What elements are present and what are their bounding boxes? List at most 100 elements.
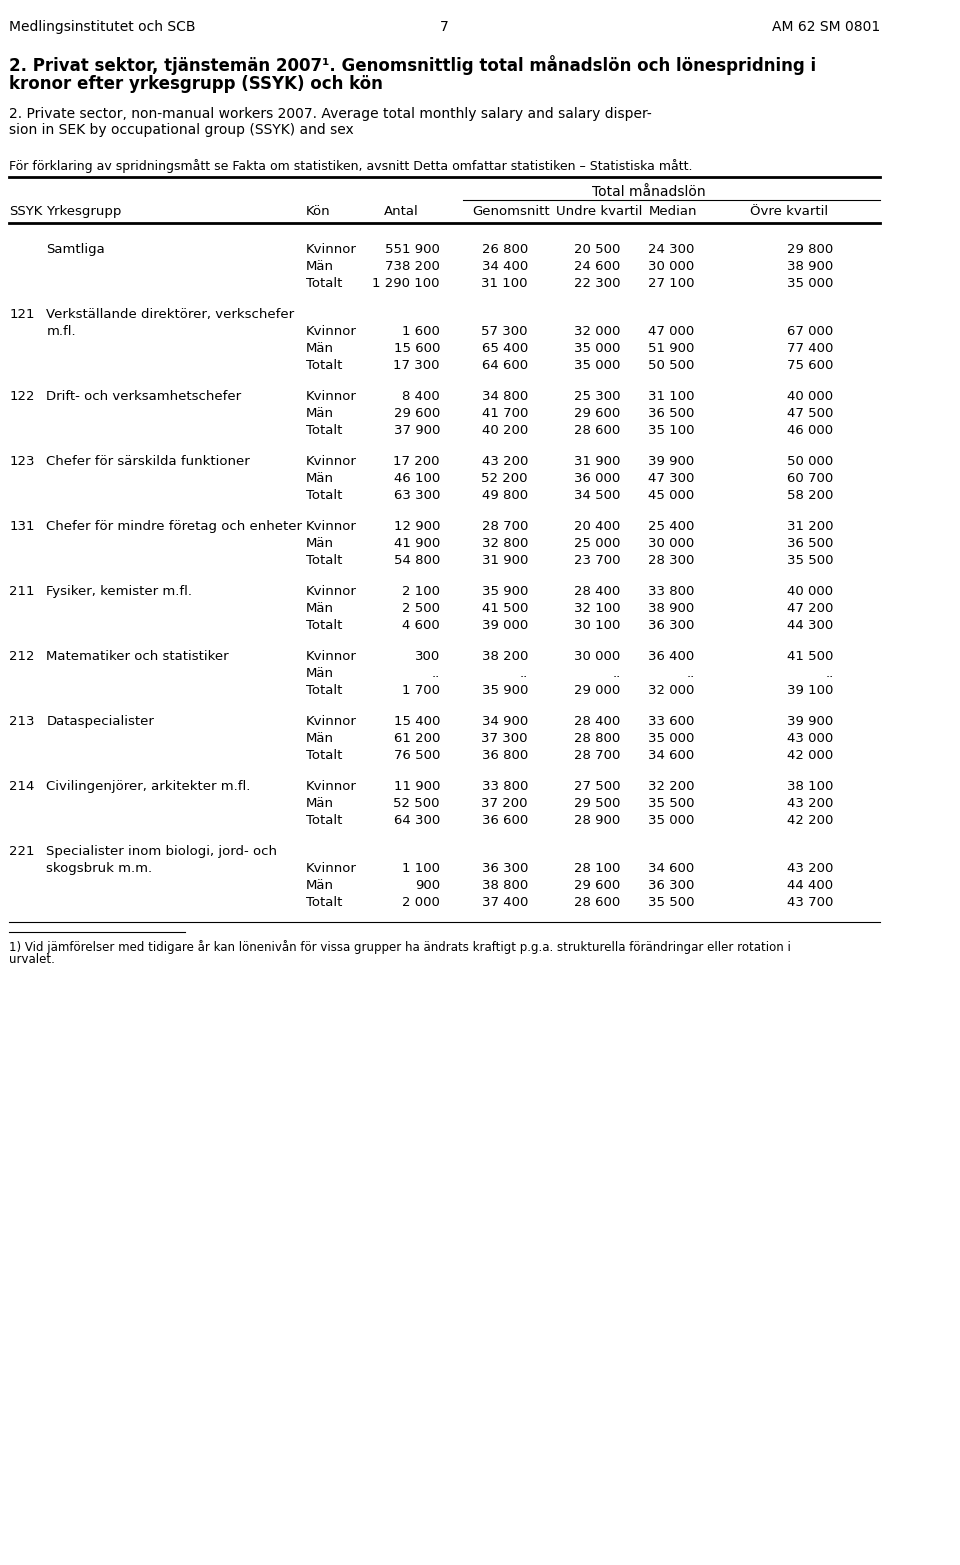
- Text: ..: ..: [686, 667, 695, 681]
- Text: 47 200: 47 200: [787, 603, 833, 615]
- Text: 44 300: 44 300: [787, 620, 833, 632]
- Text: 32 000: 32 000: [574, 326, 620, 338]
- Text: 35 000: 35 000: [648, 732, 695, 745]
- Text: 738 200: 738 200: [385, 260, 440, 272]
- Text: 29 600: 29 600: [574, 407, 620, 419]
- Text: 17 200: 17 200: [394, 455, 440, 468]
- Text: Chefer för särskilda funktioner: Chefer för särskilda funktioner: [46, 455, 250, 468]
- Text: 2 100: 2 100: [402, 585, 440, 598]
- Text: Män: Män: [305, 343, 334, 355]
- Text: 76 500: 76 500: [394, 750, 440, 762]
- Text: 32 000: 32 000: [648, 684, 695, 696]
- Text: 28 400: 28 400: [574, 585, 620, 598]
- Text: Kvinnor: Kvinnor: [305, 862, 356, 875]
- Text: 17 300: 17 300: [394, 358, 440, 372]
- Text: SSYK: SSYK: [10, 205, 42, 218]
- Text: 121: 121: [10, 308, 35, 321]
- Text: 35 100: 35 100: [648, 424, 695, 437]
- Text: 30 000: 30 000: [648, 260, 695, 272]
- Text: ..: ..: [826, 667, 833, 681]
- Text: 43 700: 43 700: [787, 897, 833, 909]
- Text: 131: 131: [10, 520, 35, 534]
- Text: 27 500: 27 500: [574, 779, 620, 793]
- Text: 43 200: 43 200: [787, 862, 833, 875]
- Text: Drift- och verksamhetschefer: Drift- och verksamhetschefer: [46, 390, 241, 404]
- Text: 36 500: 36 500: [787, 537, 833, 549]
- Text: 37 900: 37 900: [394, 424, 440, 437]
- Text: 28 400: 28 400: [574, 715, 620, 728]
- Text: Total månadslön: Total månadslön: [591, 185, 706, 199]
- Text: 15 400: 15 400: [394, 715, 440, 728]
- Text: Män: Män: [305, 537, 334, 549]
- Text: 1 100: 1 100: [402, 862, 440, 875]
- Text: 39 900: 39 900: [787, 715, 833, 728]
- Text: 36 400: 36 400: [648, 649, 695, 664]
- Text: 54 800: 54 800: [394, 554, 440, 567]
- Text: Kvinnor: Kvinnor: [305, 520, 356, 534]
- Text: Män: Män: [305, 260, 334, 272]
- Text: Yrkesgrupp: Yrkesgrupp: [46, 205, 122, 218]
- Text: 64 600: 64 600: [482, 358, 528, 372]
- Text: Kvinnor: Kvinnor: [305, 715, 356, 728]
- Text: 29 500: 29 500: [574, 797, 620, 811]
- Text: Män: Män: [305, 880, 334, 892]
- Text: 64 300: 64 300: [394, 814, 440, 826]
- Text: 23 700: 23 700: [574, 554, 620, 567]
- Text: sion in SEK by occupational group (SSYK) and sex: sion in SEK by occupational group (SSYK)…: [10, 124, 354, 138]
- Text: AM 62 SM 0801: AM 62 SM 0801: [772, 20, 880, 34]
- Text: 29 600: 29 600: [394, 407, 440, 419]
- Text: 57 300: 57 300: [481, 326, 528, 338]
- Text: 34 600: 34 600: [648, 862, 695, 875]
- Text: 34 600: 34 600: [648, 750, 695, 762]
- Text: 900: 900: [415, 880, 440, 892]
- Text: 52 500: 52 500: [394, 797, 440, 811]
- Text: 67 000: 67 000: [787, 326, 833, 338]
- Text: 28 800: 28 800: [574, 732, 620, 745]
- Text: 50 000: 50 000: [787, 455, 833, 468]
- Text: 2. Privat sektor, tjänstemän 2007¹. Genomsnittlig total månadslön och lönespridn: 2. Privat sektor, tjänstemän 2007¹. Geno…: [10, 55, 816, 75]
- Text: 38 900: 38 900: [787, 260, 833, 272]
- Text: 75 600: 75 600: [787, 358, 833, 372]
- Text: 123: 123: [10, 455, 35, 468]
- Text: 38 200: 38 200: [482, 649, 528, 664]
- Text: 212: 212: [10, 649, 35, 664]
- Text: 29 800: 29 800: [787, 243, 833, 257]
- Text: 35 000: 35 000: [648, 814, 695, 826]
- Text: Civilingenjörer, arkitekter m.fl.: Civilingenjörer, arkitekter m.fl.: [46, 779, 251, 793]
- Text: 39 100: 39 100: [787, 684, 833, 696]
- Text: Män: Män: [305, 732, 334, 745]
- Text: 35 000: 35 000: [574, 358, 620, 372]
- Text: 28 900: 28 900: [574, 814, 620, 826]
- Text: 12 900: 12 900: [394, 520, 440, 534]
- Text: Kvinnor: Kvinnor: [305, 585, 356, 598]
- Text: 2 000: 2 000: [402, 897, 440, 909]
- Text: Totalt: Totalt: [305, 277, 342, 290]
- Text: 34 400: 34 400: [482, 260, 528, 272]
- Text: Verkställande direktörer, verkschefer: Verkställande direktörer, verkschefer: [46, 308, 295, 321]
- Text: 41 700: 41 700: [482, 407, 528, 419]
- Text: 60 700: 60 700: [787, 473, 833, 485]
- Text: 61 200: 61 200: [394, 732, 440, 745]
- Text: 213: 213: [10, 715, 35, 728]
- Text: 37 400: 37 400: [482, 897, 528, 909]
- Text: 31 900: 31 900: [482, 554, 528, 567]
- Text: 46 000: 46 000: [787, 424, 833, 437]
- Text: 122: 122: [10, 390, 35, 404]
- Text: 33 600: 33 600: [648, 715, 695, 728]
- Text: 32 200: 32 200: [648, 779, 695, 793]
- Text: 28 600: 28 600: [574, 897, 620, 909]
- Text: 1 700: 1 700: [402, 684, 440, 696]
- Text: Matematiker och statistiker: Matematiker och statistiker: [46, 649, 228, 664]
- Text: Totalt: Totalt: [305, 424, 342, 437]
- Text: ..: ..: [519, 667, 528, 681]
- Text: Totalt: Totalt: [305, 620, 342, 632]
- Text: Kvinnor: Kvinnor: [305, 649, 356, 664]
- Text: 35 900: 35 900: [482, 585, 528, 598]
- Text: 20 500: 20 500: [574, 243, 620, 257]
- Text: 8 400: 8 400: [402, 390, 440, 404]
- Text: 35 000: 35 000: [574, 343, 620, 355]
- Text: Samtliga: Samtliga: [46, 243, 105, 257]
- Text: 50 500: 50 500: [648, 358, 695, 372]
- Text: Chefer för mindre företag och enheter: Chefer för mindre företag och enheter: [46, 520, 302, 534]
- Text: Specialister inom biologi, jord- och: Specialister inom biologi, jord- och: [46, 845, 277, 858]
